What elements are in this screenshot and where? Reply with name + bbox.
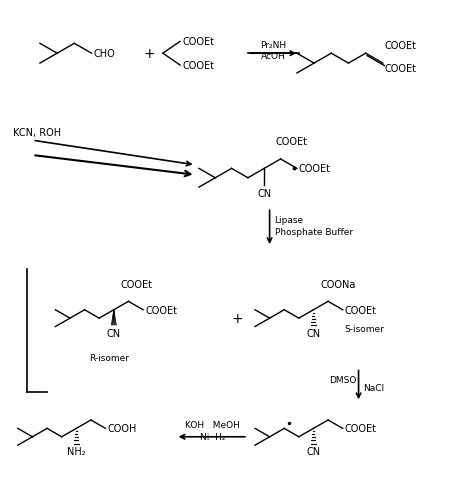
Text: AcOH: AcOH [261, 52, 286, 61]
Text: CN: CN [306, 447, 320, 457]
Text: COOEt: COOEt [182, 37, 214, 47]
Text: Phosphate Buffer: Phosphate Buffer [274, 227, 353, 236]
Text: COOEt: COOEt [345, 424, 377, 433]
Text: COOEt: COOEt [145, 305, 177, 315]
Text: S-isomer: S-isomer [345, 324, 384, 333]
Text: COOEt: COOEt [299, 164, 331, 174]
Text: CN: CN [107, 328, 121, 338]
Text: KCN, ROH: KCN, ROH [13, 128, 61, 138]
Text: COOEt: COOEt [182, 61, 214, 71]
Text: CHO: CHO [93, 49, 115, 59]
Text: +: + [231, 311, 243, 325]
Text: COOEt: COOEt [120, 279, 153, 289]
Text: Lipase: Lipase [274, 215, 304, 224]
Text: KOH   MeOH: KOH MeOH [185, 421, 240, 429]
Text: COOEt: COOEt [276, 137, 308, 147]
Text: COOEt: COOEt [345, 305, 377, 315]
Text: CN: CN [306, 328, 320, 338]
Text: NH₂: NH₂ [67, 447, 86, 457]
Text: COOH: COOH [108, 424, 137, 433]
Text: COONa: COONa [320, 279, 356, 289]
Text: CN: CN [257, 189, 271, 199]
Text: +: + [143, 47, 155, 61]
Text: R-isomer: R-isomer [89, 353, 129, 362]
Text: DMSO: DMSO [329, 375, 356, 384]
Text: COOEt: COOEt [385, 41, 417, 51]
Text: NaCl: NaCl [364, 383, 384, 392]
Text: COOEt: COOEt [385, 64, 417, 74]
Text: Ni  H₂: Ni H₂ [200, 432, 225, 441]
Text: Pr₂NH: Pr₂NH [261, 41, 287, 50]
